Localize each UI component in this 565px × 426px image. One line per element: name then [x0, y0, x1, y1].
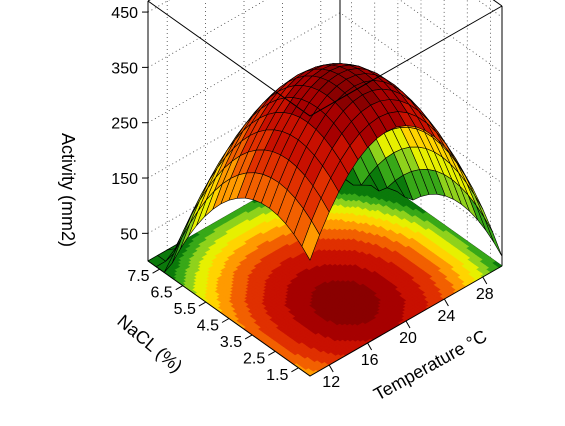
box-back-top-edge: [147, 0, 503, 7]
grid-line-z: [147, 0, 503, 18]
